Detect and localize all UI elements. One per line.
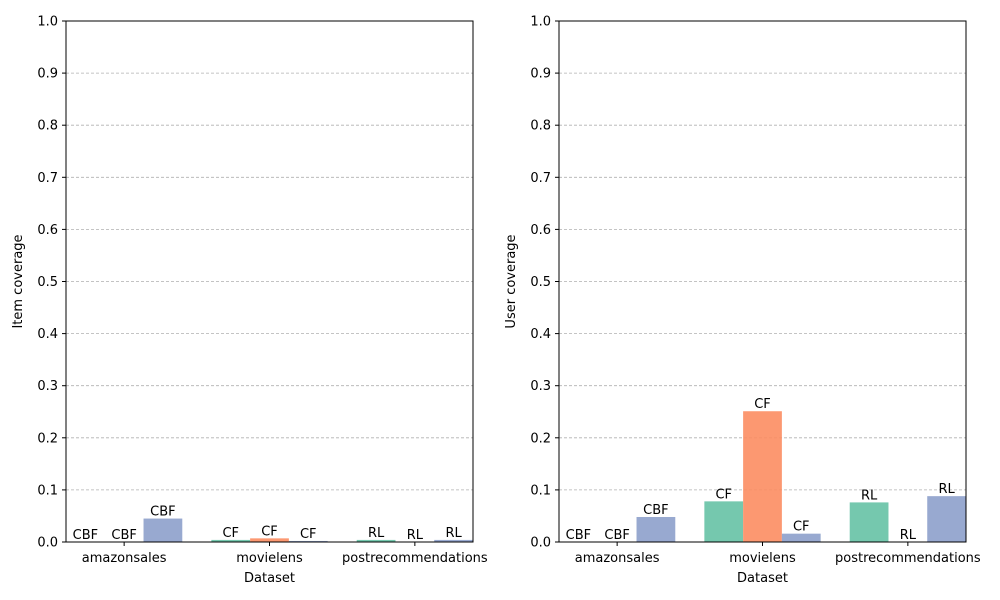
bar-data-label: CBF bbox=[111, 528, 136, 543]
bar-data-label: CBF bbox=[73, 528, 98, 543]
y-tick-label: 0.0 bbox=[37, 536, 58, 551]
y-tick-label: 0.3 bbox=[37, 379, 58, 394]
bar bbox=[849, 502, 889, 542]
bar-data-label: CF bbox=[222, 526, 239, 541]
bar bbox=[211, 539, 251, 542]
y-tick-label: 0.4 bbox=[37, 327, 58, 342]
y-tick-label: 0.9 bbox=[530, 67, 551, 82]
y-axis-title: Item coverage bbox=[11, 234, 26, 328]
bar-data-label: CBF bbox=[643, 503, 668, 518]
bar bbox=[704, 501, 744, 542]
y-tick-label: 0.6 bbox=[37, 223, 58, 238]
y-tick-label: 0.6 bbox=[530, 223, 551, 238]
y-tick-label: 0.5 bbox=[530, 275, 551, 290]
bar-data-label: RL bbox=[445, 526, 462, 541]
bar-data-label: CBF bbox=[150, 505, 175, 520]
y-tick-label: 0.7 bbox=[530, 171, 551, 186]
bar-data-label: RL bbox=[861, 488, 878, 503]
y-tick-label: 0.4 bbox=[530, 327, 551, 342]
y-tick-label: 0.0 bbox=[530, 536, 551, 551]
plot-frame bbox=[65, 20, 474, 543]
bar-data-label: CF bbox=[754, 397, 771, 412]
y-tick-label: 0.5 bbox=[37, 275, 58, 290]
x-tick-label: amazonsales bbox=[82, 551, 167, 566]
bar bbox=[250, 538, 289, 542]
y-axis-title: User coverage bbox=[504, 234, 519, 328]
x-tick-label: postrecommendations bbox=[342, 551, 488, 566]
bar-data-label: CBF bbox=[604, 528, 629, 543]
x-tick-label: postrecommendations bbox=[835, 551, 981, 566]
bar-data-label: RL bbox=[368, 526, 385, 541]
bar-data-label: CBF bbox=[566, 528, 591, 543]
bar bbox=[781, 533, 821, 542]
bar bbox=[434, 539, 473, 542]
y-tick-label: 0.8 bbox=[37, 119, 58, 134]
plot-frame bbox=[558, 20, 967, 543]
x-tick-label: amazonsales bbox=[575, 551, 660, 566]
y-tick-label: 0.2 bbox=[530, 431, 551, 446]
bar bbox=[927, 496, 966, 542]
y-tick-label: 0.3 bbox=[530, 379, 551, 394]
bar-data-label: CF bbox=[715, 487, 732, 502]
y-tick-label: 0.9 bbox=[37, 67, 58, 82]
chart-panel-2: 0.0 0.1 0.2 0.3 0.4 0.5 0.6 0.7 0.8 0.9 1.0 CBF CBF C… bbox=[504, 15, 981, 587]
bar-data-label: RL bbox=[938, 482, 955, 497]
bar bbox=[636, 516, 676, 542]
y-tick-label: 1.0 bbox=[530, 15, 551, 30]
bar-data-label: RL bbox=[900, 528, 917, 543]
bar-data-label: CF bbox=[793, 520, 810, 535]
x-tick-label: movielens bbox=[729, 551, 796, 566]
y-tick-label: 0.7 bbox=[37, 171, 58, 186]
bar bbox=[143, 518, 183, 542]
bar-data-label: CF bbox=[261, 524, 278, 539]
bar bbox=[356, 539, 396, 542]
x-tick-label: movielens bbox=[236, 551, 303, 566]
x-axis-title: Dataset bbox=[737, 571, 788, 586]
y-tick-label: 0.1 bbox=[37, 483, 58, 498]
bar bbox=[743, 411, 782, 542]
bar-data-label: CF bbox=[300, 527, 317, 542]
bar bbox=[288, 540, 328, 542]
y-tick-label: 0.1 bbox=[530, 483, 551, 498]
x-axis-title: Dataset bbox=[244, 571, 295, 586]
y-tick-label: 1.0 bbox=[37, 15, 58, 30]
bar-data-label: RL bbox=[407, 528, 424, 543]
chart-panel-1: 0.0 0.1 0.2 0.3 0.4 0.5 0.6 0.7 0.8 0.9 1.0 CBF CBF C… bbox=[11, 15, 488, 587]
y-tick-label: 0.8 bbox=[530, 119, 551, 134]
y-tick-label: 0.2 bbox=[37, 431, 58, 446]
